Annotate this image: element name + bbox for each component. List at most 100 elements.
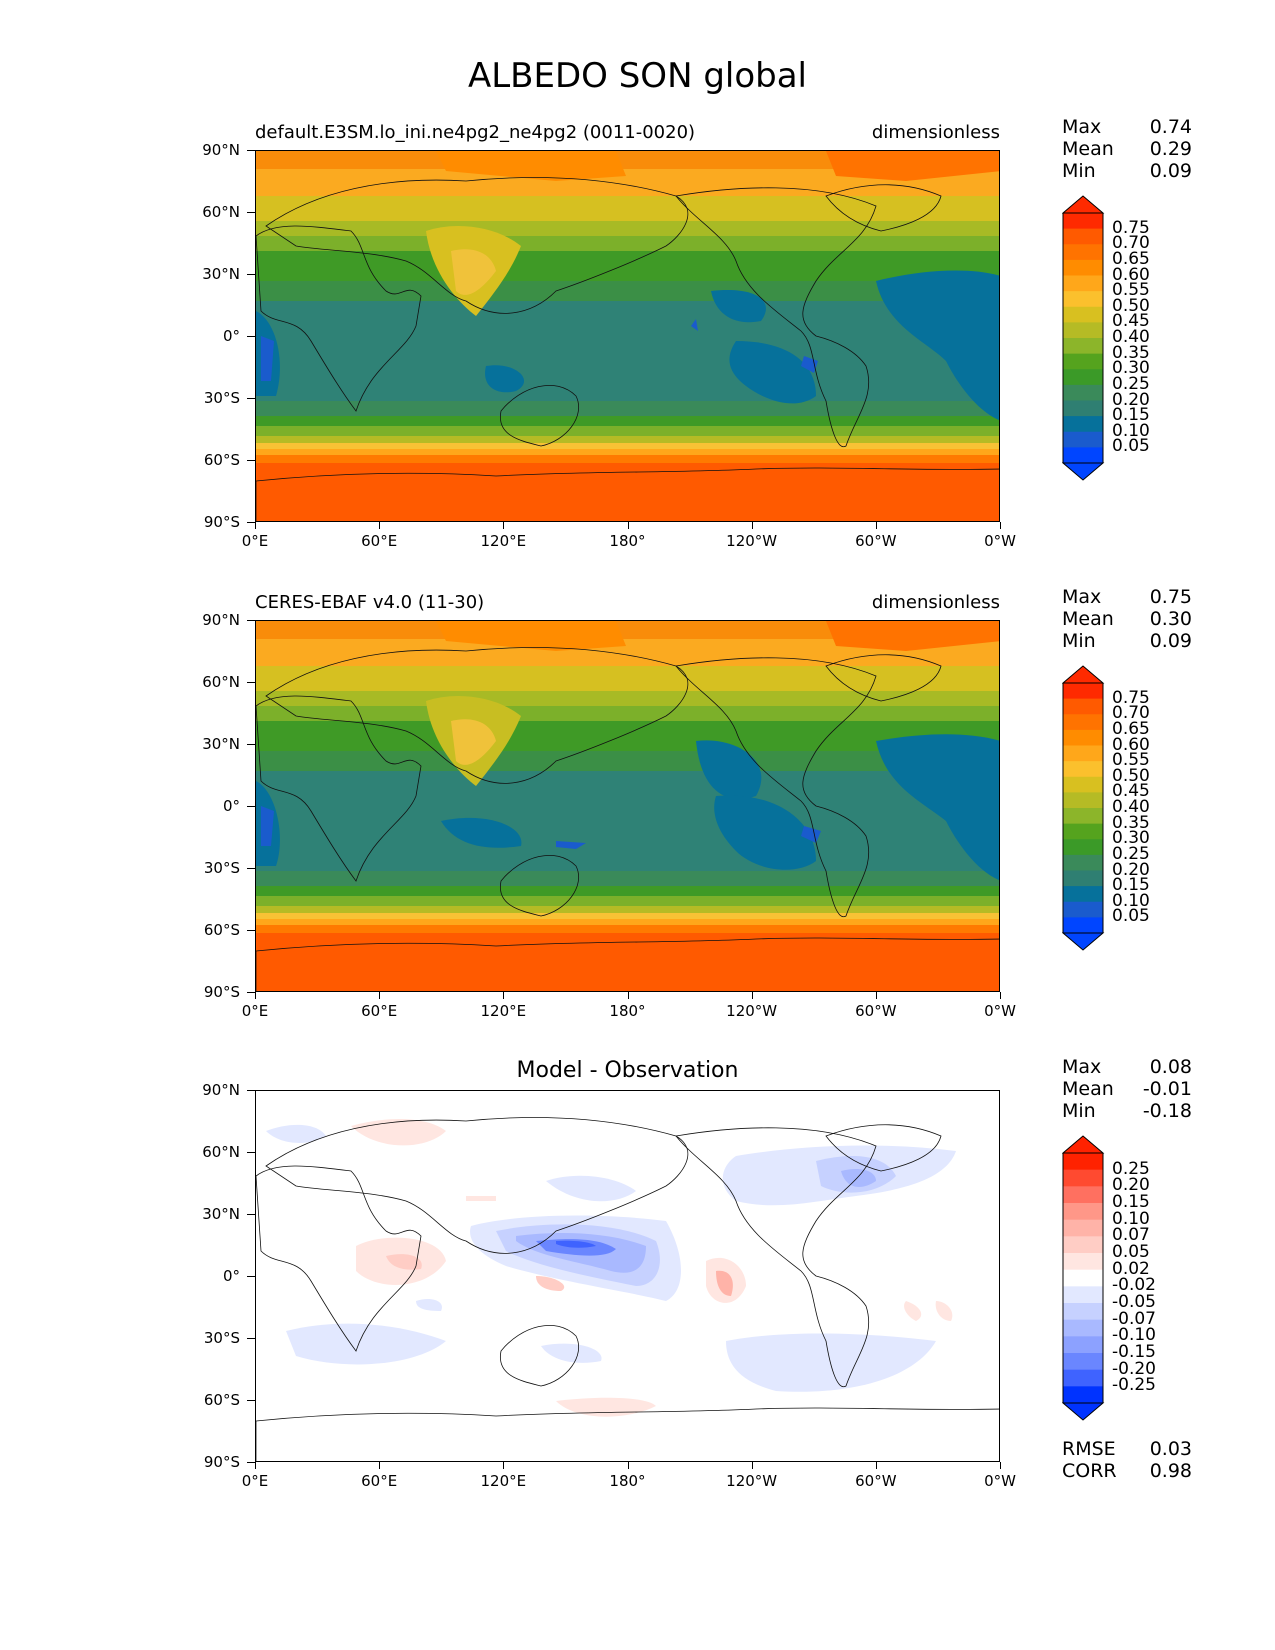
x-tick-label: 120°W	[726, 1472, 778, 1490]
x-tick-label: 0°E	[241, 1472, 269, 1490]
negative-anomaly-region	[286, 1323, 446, 1365]
y-tick-label: 30°S	[203, 1329, 240, 1347]
colorbar-segment	[1063, 213, 1103, 230]
colorbar-segment	[1063, 761, 1103, 778]
x-tick-mark	[255, 1462, 256, 1469]
colorbar-tick-label: -0.02	[1112, 1275, 1156, 1296]
coastline	[499, 1325, 579, 1387]
colorbar-segment	[1063, 275, 1103, 292]
colorbar-tick-label: 0.25	[1112, 843, 1150, 864]
negative-anomaly-region	[416, 1299, 442, 1311]
x-tick-label: 0°W	[984, 532, 1016, 550]
y-tick-mark	[247, 1090, 255, 1091]
y-tick-label: 90°N	[202, 611, 240, 629]
y-tick-mark	[247, 744, 255, 745]
min-albedo-region	[801, 826, 821, 843]
x-tick-mark	[875, 1462, 877, 1469]
colorbar-tick-label: 0.40	[1112, 797, 1150, 817]
y-tick-mark	[247, 1152, 255, 1153]
colorbar: 0.25 0.20 0.15 0.10 0.07 0.05 0.02 -0.02 -0.05 -0…	[1061, 1135, 1222, 1429]
positive-anomaly-region	[536, 1276, 565, 1291]
colorbar-segment	[1063, 683, 1103, 700]
x-tick-label: 60°E	[361, 532, 398, 550]
colorbar-tick-label: 0.07	[1112, 1225, 1150, 1246]
colorbar-graphic	[1061, 195, 1105, 481]
x-tick-label: 60°W	[855, 1002, 897, 1020]
stat-label: Min	[1062, 1100, 1096, 1122]
low-albedo-region	[714, 795, 816, 870]
x-tick-mark	[503, 522, 505, 529]
colorbar-segment	[1063, 384, 1103, 401]
colorbar-tick-label: 0.05	[1112, 436, 1150, 457]
colorbar-segment	[1063, 1286, 1103, 1304]
x-tick-mark	[503, 1462, 505, 1469]
colorbar-segment	[1063, 244, 1103, 261]
colorbar-tick-label: -0.07	[1112, 1308, 1156, 1329]
zonal-band	[256, 906, 999, 913]
arctic-patch	[826, 621, 999, 651]
coastline	[675, 187, 877, 448]
zonal-band	[256, 691, 999, 706]
y-tick-label: 90°S	[203, 983, 240, 1001]
y-tick-label: 30°N	[202, 1205, 240, 1223]
colorbar-segment	[1063, 431, 1103, 448]
colorbar-segment	[1063, 714, 1103, 731]
x-tick-mark	[1000, 522, 1001, 529]
x-tick-label: 120°W	[726, 1002, 778, 1020]
zonal-band	[256, 196, 999, 221]
stat-row: Mean -0.01	[1062, 1078, 1192, 1100]
colorbar-segment	[1063, 400, 1103, 417]
colorbar-segment	[1063, 291, 1103, 308]
colorbar-tick-label: 0.02	[1112, 1258, 1150, 1279]
min-albedo-region	[556, 841, 586, 849]
colorbar-tick-label: 0.70	[1112, 703, 1150, 724]
stat-value: 0.08	[1149, 1056, 1192, 1078]
coastline	[265, 177, 689, 314]
y-tick-mark	[247, 212, 255, 213]
positive-anomaly-region	[386, 1254, 422, 1270]
colorbar-segment	[1063, 1353, 1103, 1371]
colorbar-segment	[1063, 1269, 1103, 1287]
colorbar-segment	[1063, 839, 1103, 856]
negative-anomaly-region	[266, 1124, 326, 1143]
colorbar-segment	[1063, 1236, 1103, 1254]
coastline	[256, 937, 999, 991]
x-tick-mark	[379, 1462, 381, 1469]
stat-row: Max 0.75	[1062, 586, 1192, 608]
zonal-band	[256, 251, 999, 281]
x-tick-label: 0°E	[241, 532, 269, 550]
colorbar: 0.75 0.70 0.65 0.60 0.55 0.50 0.45 0.40 0.35 0.30…	[1061, 195, 1222, 489]
colorbar-tick-label: 0.15	[1112, 1192, 1150, 1212]
colorbar-segment	[1063, 870, 1103, 887]
y-tick-mark	[247, 1338, 255, 1339]
y-tick-mark	[247, 1400, 255, 1401]
coastline	[499, 385, 579, 447]
x-tick-mark	[751, 1462, 753, 1469]
colorbar-extend-bottom	[1061, 462, 1105, 481]
tibet-high-albedo	[451, 719, 496, 765]
x-tick-label: 60°W	[855, 532, 897, 550]
colorbar-graphic	[1061, 1135, 1105, 1421]
panel-stats: Max 0.75 Mean 0.30 Min 0.09	[1062, 586, 1192, 652]
colorbar-tick-label: 0.65	[1112, 248, 1150, 269]
panel-stats: Max 0.08 Mean -0.01 Min -0.18	[1062, 1056, 1192, 1122]
stat-row: Max 0.74	[1062, 116, 1192, 138]
zonal-band	[256, 236, 999, 251]
zonal-band	[256, 706, 999, 721]
colorbar-outline	[1062, 1153, 1104, 1403]
colorbar-tick-label: 0.60	[1112, 264, 1150, 285]
y-tick-label: 0°	[222, 1267, 240, 1285]
y-tick-label: 90°S	[203, 1453, 240, 1471]
coastline	[256, 467, 999, 521]
colorbar-segment	[1063, 917, 1103, 934]
panel-units-label: dimensionless	[871, 122, 1000, 143]
map-diff	[255, 1090, 1000, 1462]
y-tick-mark	[247, 150, 255, 151]
low-albedo-region	[876, 270, 999, 421]
x-tick-label: 0°W	[984, 1472, 1016, 1490]
panel-units-label: dimensionless	[871, 592, 1000, 613]
stat-label: Max	[1062, 116, 1102, 138]
x-tick-label: 0°W	[984, 1002, 1016, 1020]
x-tick-label: 0°E	[241, 1002, 269, 1020]
zonal-band	[256, 925, 999, 933]
